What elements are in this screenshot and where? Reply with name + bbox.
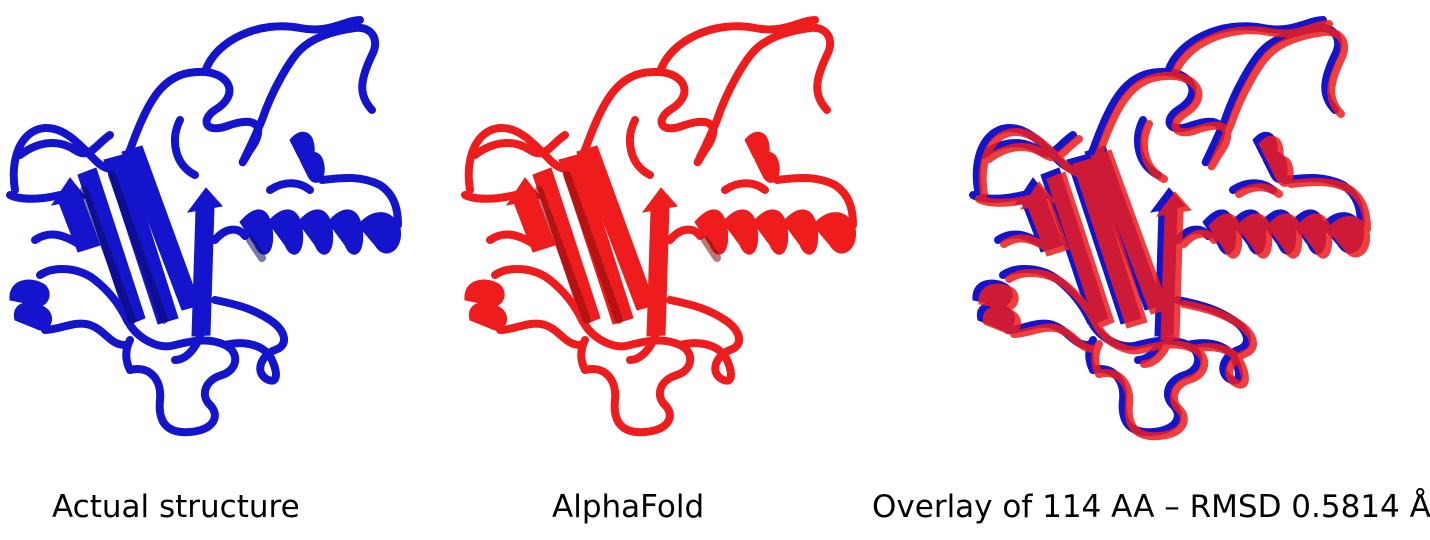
actual-ribbon [10,20,401,432]
actual-structure-panel [0,0,430,470]
alphafold-structure-panel [455,0,885,470]
actual-shading [80,171,266,324]
caption-actual-structure: Actual structure [52,489,300,525]
overlay-structure-ribbon [945,0,1405,470]
caption-overlay-rmsd: Overlay of 114 AA – RMSD 0.5814 Å [872,489,1430,525]
alphafold-structure-ribbon [455,0,885,470]
alphafold-ribbon [465,20,856,432]
actual-structure-ribbon [0,0,430,470]
overlay-structure-panel [945,0,1405,470]
caption-alphafold: AlphaFold [552,489,705,525]
overlay-predicted-ribbon [979,24,1370,436]
alphafold-shading [535,171,721,324]
